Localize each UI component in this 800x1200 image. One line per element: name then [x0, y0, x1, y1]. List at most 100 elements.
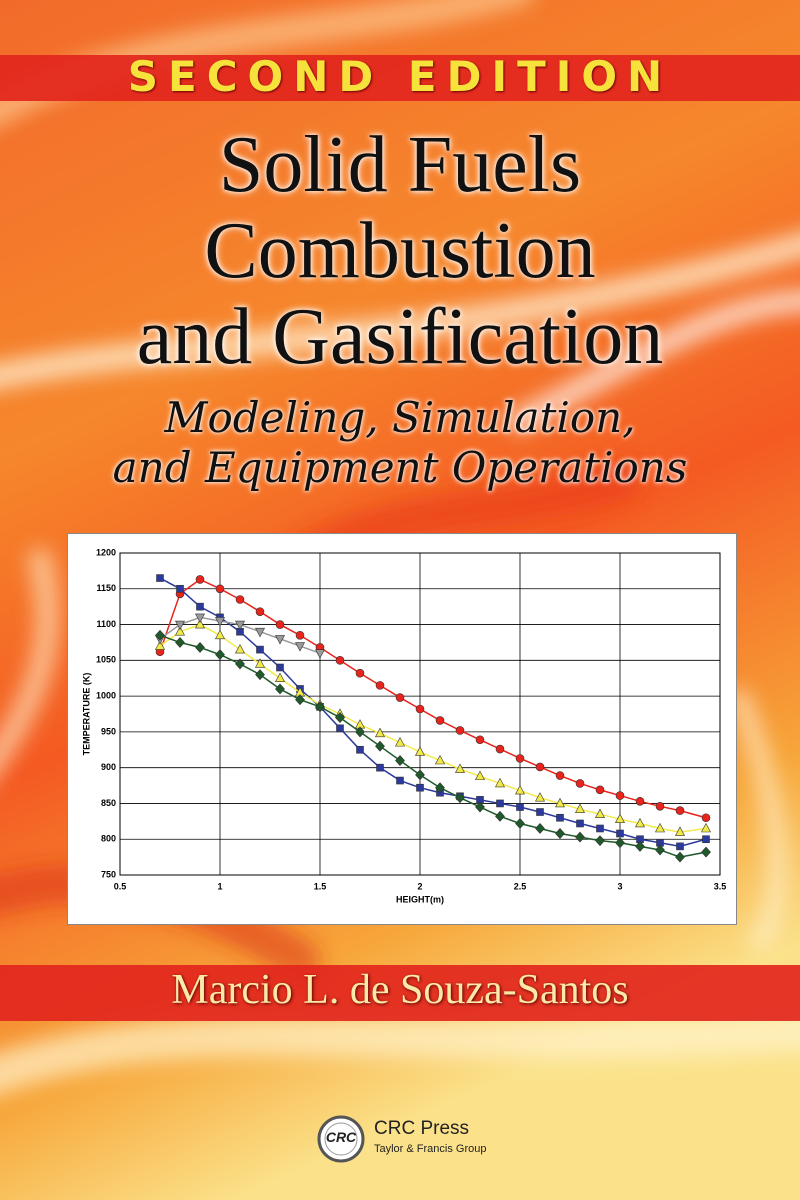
chart-frame [67, 533, 737, 925]
publisher-group: Taylor & Francis Group [374, 1143, 487, 1155]
marker [535, 762, 545, 772]
marker [575, 779, 585, 788]
marker [415, 769, 425, 781]
marker [515, 818, 525, 829]
marker [396, 776, 404, 785]
marker [275, 683, 285, 695]
marker [335, 712, 345, 724]
marker [515, 784, 525, 795]
marker [235, 643, 245, 654]
y-tick-label: 1150 [96, 583, 116, 593]
marker [596, 824, 604, 833]
marker [595, 835, 605, 847]
marker [195, 618, 205, 629]
marker [375, 740, 385, 752]
marker [156, 574, 164, 582]
y-tick-label: 850 [101, 798, 116, 808]
marker [255, 669, 265, 681]
marker [356, 745, 364, 754]
marker [395, 693, 405, 702]
subtitle-line: Modeling, Simulation, [164, 393, 636, 442]
marker [616, 829, 624, 838]
x-tick-label: 3 [617, 881, 622, 891]
marker [195, 575, 205, 584]
marker [635, 840, 645, 852]
marker [355, 726, 365, 738]
y-tick-label: 1100 [96, 619, 116, 629]
marker [576, 819, 584, 828]
marker [635, 817, 645, 828]
x-tick-label: 2.5 [514, 881, 527, 891]
marker [195, 642, 205, 653]
marker [701, 813, 711, 823]
marker [435, 754, 445, 765]
marker [635, 796, 645, 806]
marker [556, 813, 564, 822]
marker [235, 620, 245, 631]
marker [395, 755, 405, 766]
marker [255, 627, 265, 638]
marker [175, 620, 185, 631]
marker [475, 801, 485, 813]
marker [495, 777, 505, 788]
y-axis-label: TEMPERATURE (K) [81, 673, 91, 756]
marker [255, 607, 265, 616]
marker [275, 635, 285, 645]
marker [215, 649, 225, 661]
marker [675, 851, 685, 863]
marker [615, 837, 625, 849]
marker [701, 846, 711, 858]
marker [176, 584, 184, 593]
marker [215, 617, 225, 627]
marker [655, 822, 665, 833]
marker [655, 844, 665, 856]
marker [256, 645, 264, 654]
edition: Second Edition [127, 52, 673, 101]
marker [155, 640, 165, 650]
marker [275, 620, 285, 629]
series-line [159, 578, 707, 819]
marker [595, 808, 605, 818]
x-tick-label: 1 [217, 881, 222, 891]
marker [155, 629, 165, 641]
marker [515, 754, 525, 763]
marker [395, 736, 405, 747]
y-tick-label: 1000 [96, 690, 116, 700]
marker [516, 803, 524, 811]
marker [375, 681, 385, 690]
marker [475, 735, 485, 745]
marker [275, 672, 285, 683]
marker [175, 626, 185, 636]
x-axis-label: HEIGHT(m) [396, 894, 444, 904]
chart: TEMPERATURE (K) HEIGHT(m) 750 800 850 900 95… [67, 533, 737, 925]
marker [675, 826, 685, 836]
marker [276, 663, 284, 672]
y-tick-label: 750 [101, 869, 116, 879]
marker [555, 771, 565, 780]
marker [195, 613, 205, 624]
marker [455, 792, 465, 804]
marker [336, 724, 344, 733]
marker [295, 630, 305, 640]
y-tick-label: 800 [101, 834, 116, 844]
marker [335, 656, 345, 665]
marker [701, 822, 711, 833]
marker [655, 802, 665, 811]
author: Marcio L. de Souza-Santos [171, 967, 629, 1013]
marker [495, 744, 505, 754]
plot-frame [119, 552, 721, 876]
marker [555, 828, 565, 839]
marker [435, 782, 445, 794]
series-line [159, 577, 707, 848]
marker [415, 704, 425, 714]
marker [455, 726, 465, 735]
marker [575, 831, 585, 843]
marker [315, 701, 325, 713]
series-line [159, 623, 707, 833]
series-line [159, 634, 707, 858]
marker [676, 842, 684, 851]
marker [215, 629, 225, 640]
y-tick-label: 900 [101, 762, 116, 772]
marker [536, 808, 544, 816]
